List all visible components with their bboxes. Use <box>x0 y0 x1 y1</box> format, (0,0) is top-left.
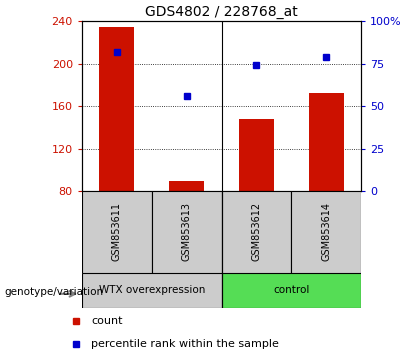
Text: GSM853613: GSM853613 <box>181 202 192 261</box>
Text: GSM853611: GSM853611 <box>112 202 122 261</box>
Bar <box>309 93 344 191</box>
Text: percentile rank within the sample: percentile rank within the sample <box>91 339 279 349</box>
Bar <box>291 191 361 273</box>
Bar <box>82 191 152 273</box>
Bar <box>239 119 274 191</box>
Bar <box>152 191 222 273</box>
Text: WTX overexpression: WTX overexpression <box>99 285 205 295</box>
Text: GSM853612: GSM853612 <box>252 202 262 262</box>
Title: GDS4802 / 228768_at: GDS4802 / 228768_at <box>145 5 298 19</box>
Bar <box>100 27 134 191</box>
Bar <box>222 273 361 308</box>
Bar <box>169 181 204 191</box>
Text: GSM853614: GSM853614 <box>321 202 331 261</box>
Bar <box>222 191 291 273</box>
Bar <box>82 273 222 308</box>
Text: count: count <box>91 316 123 326</box>
Text: control: control <box>273 285 310 295</box>
Text: genotype/variation: genotype/variation <box>4 287 103 297</box>
